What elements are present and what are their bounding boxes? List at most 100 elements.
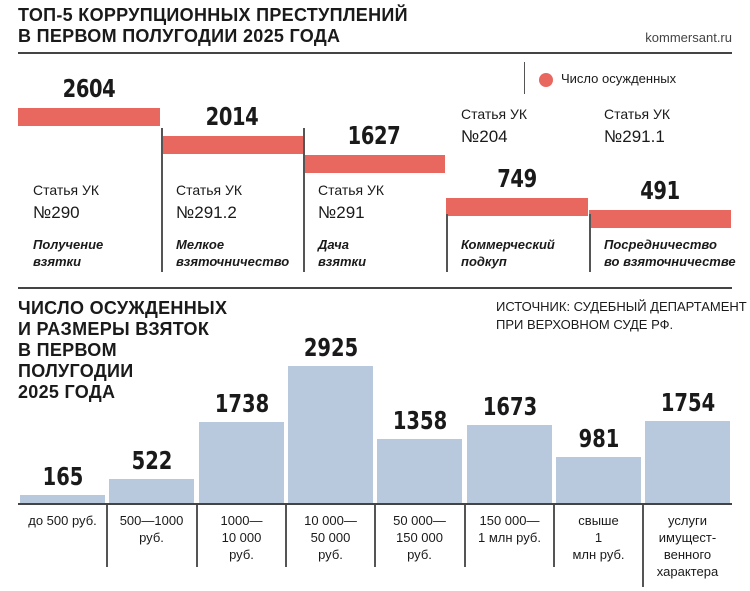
bribe-value-label: 981 [578,424,619,453]
legend-swatch [539,73,553,87]
bribe-category-line: 10 000— [304,513,357,528]
bribe-category-line: 1 млн руб. [478,530,541,545]
title-line-1: ТОП-5 КОРРУПЦИОННЫХ ПРЕСТУПЛЕНИЙ [18,5,408,25]
bribe-category-line: 1 [594,530,603,545]
bribe-category-label: услуги имущест-венного характера [643,512,732,580]
bribe-column-divider [285,505,287,567]
crime-article-label: Статья УК [461,106,528,122]
bribe-category-line: руб. [407,547,432,562]
crime-name: Коммерческий [461,237,555,252]
crime-value-label: 1627 [347,121,401,150]
bribe-category-label: 1000— 10 000 руб. [197,512,286,563]
bribe-value-label: 1358 [392,406,447,435]
crime-bar [589,210,731,228]
crime-column-divider [589,214,591,272]
bribe-category-line: 50 000 [310,530,351,545]
bribe-category-line: руб. [139,530,164,545]
crime-bar [446,198,588,216]
title-line-2: В ПЕРВОМ ПОЛУГОДИИ 2025 ГОДА [18,26,341,46]
bribe-category-line: имущест- [658,530,717,545]
bribe-bar [20,495,105,503]
bribe-category-line: 10 000 [221,530,262,545]
bribe-value-label: 2925 [303,333,358,362]
crime-name: Посредничество [604,237,717,252]
bribe-column-divider [196,505,198,567]
bribe-category-line: 500—1000 [119,513,184,528]
bribe-category-line: 150 000 [396,530,443,545]
middle-divider [18,287,732,289]
crime-article-number: №291 [318,203,365,222]
crime-name: Мелкое [176,237,225,252]
bribe-category-label: 10 000— 50 000 руб. [286,512,375,563]
crime-name: взятки [318,254,367,269]
bribe-column-divider [464,505,466,567]
bribe-category-line: 1000— [220,513,263,528]
bribe-column-divider [106,505,108,567]
section2-title-line: ЧИСЛО ОСУЖДЕННЫХ [18,298,228,318]
source-line-1: ИСТОЧНИК: СУДЕБНЫЙ ДЕПАРТАМЕНТ [496,299,747,314]
crime-column-divider [303,128,305,272]
crime-name: подкуп [461,254,507,269]
section2-title: ЧИСЛО ОСУЖДЕННЫХ И РАЗМЕРЫ ВЗЯТОК В ПЕРВ… [18,298,227,403]
bribe-category-line: руб. [318,547,343,562]
crime-article-number: №291.1 [604,127,665,146]
bribe-category-line: 50 000— [393,513,446,528]
bribe-value-label: 1738 [214,389,269,418]
crime-value-label: 749 [497,164,537,193]
bribe-category-line: услуги [668,513,707,528]
crime-bar [303,155,445,173]
section2-title-line: ПОЛУГОДИИ [18,361,134,381]
bribe-bar [467,425,552,503]
bribe-category-line: млн руб. [572,547,625,562]
bribe-column-divider [374,505,376,567]
bribe-category-line: руб. [229,547,254,562]
bottom-axis [18,503,732,505]
source-note: ИСТОЧНИК: СУДЕБНЫЙ ДЕПАРТАМЕНТ ПРИ ВЕРХО… [496,298,747,334]
crime-column-divider [161,128,163,272]
bribe-bar [377,439,462,503]
crime-bar [18,108,160,126]
bribe-bar [109,479,194,503]
crime-article-label: Статья УК [318,182,385,198]
bribe-bar [288,366,373,503]
bribe-bar [645,421,730,503]
section2-title-line: В ПЕРВОМ [18,340,117,360]
crime-column-divider [446,214,448,272]
crime-value-label: 2604 [62,74,116,103]
crime-name: во взяточничестве [604,254,736,269]
bribe-column-divider [553,505,555,567]
top-divider [18,52,732,54]
source-line-2: ПРИ ВЕРХОВНОМ СУДЕ РФ. [496,317,674,332]
bribe-value-label: 1754 [660,388,715,417]
crime-name: взяточничество [176,254,290,269]
crime-value-label: 491 [640,176,680,205]
bribe-category-label: 50 000— 150 000 руб. [375,512,464,563]
bribe-category-line: до 500 руб. [28,513,97,528]
bribe-category-line: 150 000— [479,513,540,528]
crime-name: взятки [33,254,82,269]
crime-article-number: №290 [33,203,80,222]
crime-value-label: 2014 [205,102,259,131]
legend: Число осужденных [524,62,676,94]
page-title: ТОП-5 КОРРУПЦИОННЫХ ПРЕСТУПЛЕНИЙ В ПЕРВО… [18,5,408,47]
section2-title-line: И РАЗМЕРЫ ВЗЯТОК [18,319,210,339]
bribe-category-label: до 500 руб. [18,512,107,529]
bribe-column-divider [642,505,644,587]
bribe-value-label: 522 [131,446,172,475]
legend-label: Число осужденных [561,71,677,86]
bribe-value-label: 165 [42,462,83,491]
crime-name: Получение [33,237,104,252]
crime-article-label: Статья УК [176,182,243,198]
bribe-category-label: свыше 1 млн руб. [554,512,643,563]
bribe-value-label: 1673 [482,392,537,421]
bribe-category-label: 150 000— 1 млн руб. [465,512,554,546]
brand-label: kommersant.ru [645,30,732,45]
bribe-category-line: свыше [578,513,619,528]
crime-article-number: №204 [461,127,508,146]
crime-bar [161,136,303,154]
bribe-category-line: венного [663,547,712,562]
bribe-bar [556,457,641,503]
crime-article-label: Статья УК [33,182,100,198]
crime-name: Дача [318,237,349,252]
crime-article-number: №291.2 [176,203,237,222]
